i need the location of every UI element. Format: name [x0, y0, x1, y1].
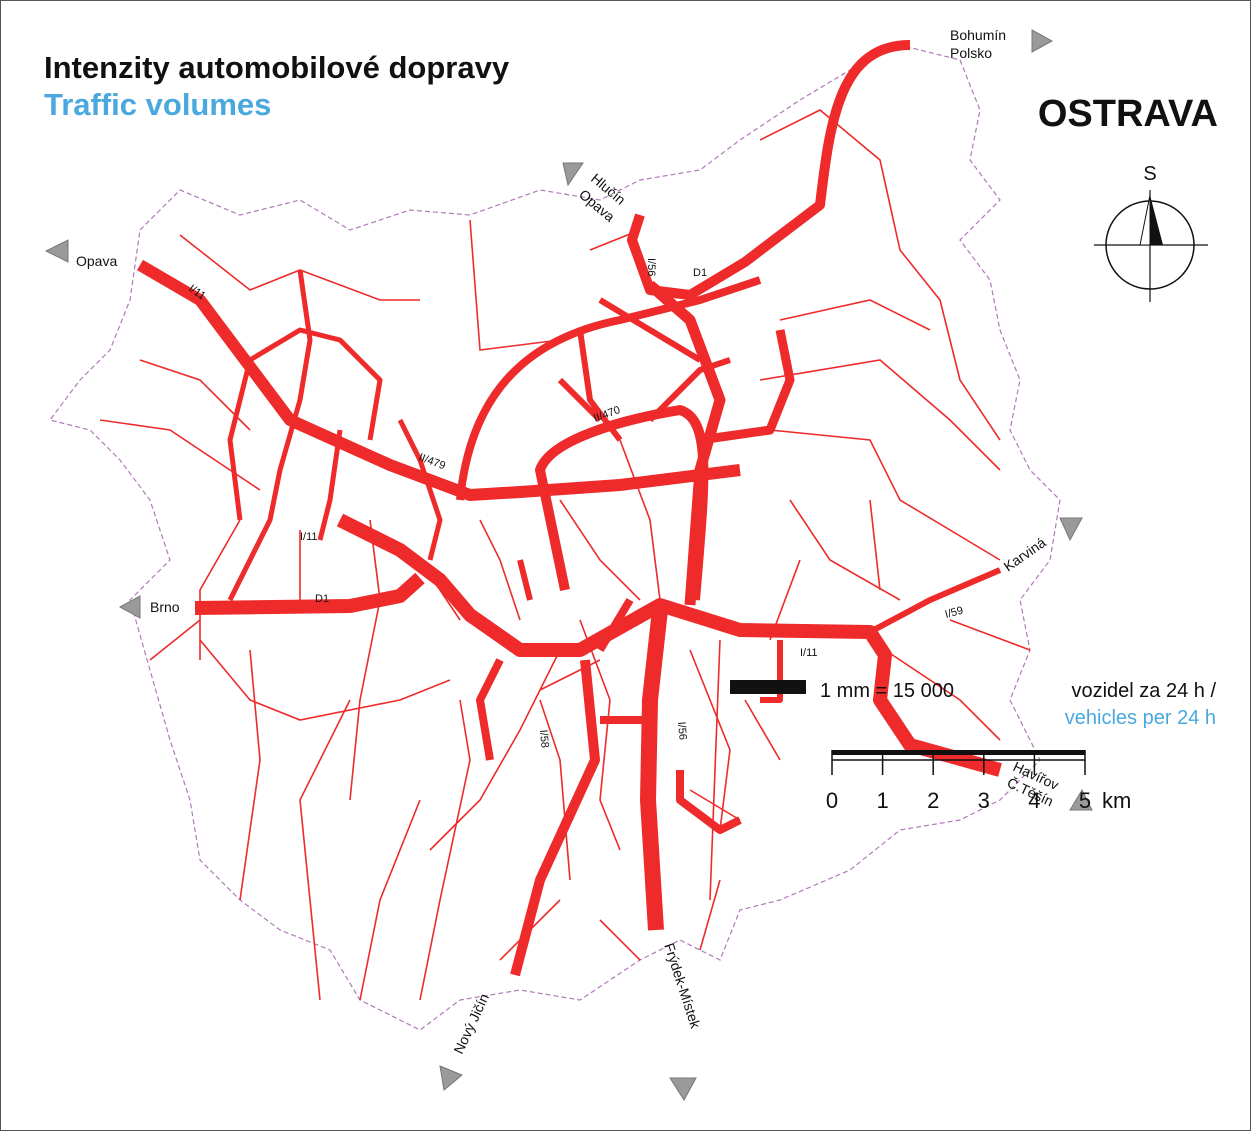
compass-label: S — [1143, 163, 1156, 185]
scale-label: 0 — [826, 788, 838, 813]
city-boundary — [48, 44, 1061, 1031]
road-network — [99, 40, 1031, 1001]
road-label: I/11 — [300, 531, 318, 543]
arrow — [1059, 517, 1083, 542]
road-label: D1 — [315, 593, 329, 605]
direction-arrows — [44, 29, 1093, 1101]
compass-needle — [1150, 195, 1163, 245]
arrow — [562, 162, 584, 187]
arrow — [118, 595, 141, 619]
road-label: I/56 — [645, 258, 657, 276]
destination-label: Opava — [76, 253, 117, 269]
road-label: I/56 — [675, 721, 689, 740]
road-label: I/11 — [800, 647, 818, 659]
scale-label: 1 — [876, 788, 888, 813]
arrow — [439, 1065, 463, 1091]
scale-bar: 0 1 2 3 4 5 km — [826, 750, 1131, 813]
road-label: D1 — [693, 267, 707, 279]
destination-label: Bohumín — [950, 27, 1006, 43]
legend-bar — [730, 680, 806, 694]
scale-label: 2 — [927, 788, 939, 813]
map-title: Intenzity automobilové dopravy — [44, 50, 510, 85]
arrow — [44, 239, 69, 263]
scale-line — [832, 750, 1085, 755]
legend-ratio: 1 mm = 15 000 — [820, 680, 954, 702]
road-label: I/58 — [537, 729, 551, 748]
legend-unit-en: vehicles per 24 h — [1065, 707, 1216, 729]
scale-unit: km — [1102, 788, 1131, 813]
arrow — [1069, 788, 1093, 811]
road-label: I/59 — [944, 605, 965, 621]
scale-label: 4 — [1028, 788, 1040, 813]
destination-label: Brno — [150, 599, 180, 615]
arrow — [1031, 29, 1054, 53]
compass: S — [1094, 163, 1208, 302]
scale-label: 5 — [1079, 788, 1091, 813]
scale-label: 3 — [978, 788, 990, 813]
destination-label: Polsko — [950, 45, 992, 61]
arrow — [669, 1077, 697, 1101]
map-subtitle: Traffic volumes — [44, 87, 271, 122]
city-name: OSTRAVA — [1038, 93, 1218, 135]
legend-unit: vozidel za 24 h / — [1071, 680, 1216, 702]
